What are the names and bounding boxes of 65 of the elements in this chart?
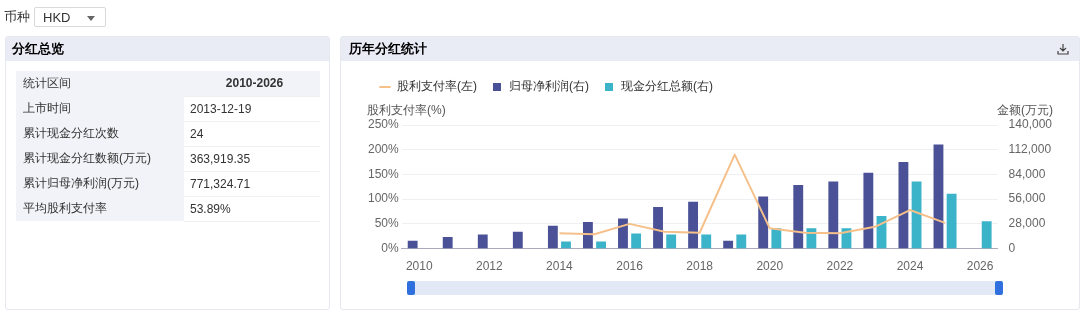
bar (723, 240, 734, 249)
y-tick-label: 100% (367, 191, 400, 206)
y-tick-label: 250% (367, 117, 400, 132)
y2-tick-label: 0 (1008, 240, 1016, 255)
y-tick-label: 200% (367, 142, 400, 157)
y2-tick-label: 84,000 (1008, 166, 1046, 181)
text: 24 (184, 121, 320, 146)
text: 上市时间 (16, 96, 184, 121)
bar (793, 185, 804, 249)
x-tick-label: 2022 (826, 259, 854, 274)
bar (771, 228, 782, 249)
bar (828, 181, 839, 249)
bar (631, 233, 642, 249)
legend-label: 现金分红总额(右) (620, 79, 713, 94)
bar (946, 193, 957, 249)
bar (701, 234, 712, 249)
x-tick-label: 2026 (966, 259, 994, 274)
y2-tick-label: 140,000 (1008, 117, 1053, 132)
bar (981, 221, 992, 249)
x-tick-label: 2014 (546, 259, 574, 274)
bar (582, 222, 593, 249)
y-tick-label: 150% (367, 166, 400, 181)
text: 分红总览 (6, 37, 329, 61)
bar (898, 162, 909, 249)
legend-label: 归母净利润(右) (508, 79, 589, 94)
chart-title: 历年分红统计 (341, 37, 1079, 61)
x-tick-label: 2016 (616, 259, 644, 274)
text: 累计现金分红数额(万元) (16, 146, 184, 171)
x-tick-label: 2012 (475, 259, 503, 274)
bar (666, 234, 677, 249)
bar (688, 201, 699, 249)
text: 2010-2026 (184, 71, 320, 96)
bar (736, 234, 747, 249)
bar (863, 172, 874, 249)
bar (512, 231, 523, 249)
y-tick-label: 50% (374, 216, 400, 231)
text: 2013-12-19 (184, 96, 320, 121)
y2-tick-label: 56,000 (1008, 191, 1046, 206)
y2-tick-label: 28,000 (1008, 216, 1046, 231)
x-tick-label: 2010 (405, 259, 433, 274)
text: 363,919.35 (184, 146, 320, 171)
y-tick-label: 0% (381, 240, 400, 255)
bar (477, 234, 488, 249)
text: 累计归母净利润(万元) (16, 171, 184, 196)
y2-axis-title: 金额(万元) (997, 103, 1053, 118)
x-tick-label: 2018 (686, 259, 714, 274)
y-axis-title: 股利支付率(%) (367, 103, 446, 118)
bar (758, 196, 769, 249)
bar (547, 225, 558, 249)
y2-tick-label: 112,000 (1008, 142, 1052, 157)
text: 平均股利支付率 (16, 196, 184, 221)
x-tick-label: 2024 (896, 259, 924, 274)
legend-label: 股利支付率(左) (397, 79, 477, 94)
bar (618, 218, 628, 249)
bar (806, 228, 817, 249)
x-tick-label: 2020 (756, 259, 784, 274)
text: 771,324.71 (184, 171, 320, 196)
bar (653, 207, 663, 249)
bar (442, 237, 453, 249)
text: 累计现金分红次数 (16, 121, 184, 146)
text: HKD (43, 9, 71, 25)
bar (407, 240, 418, 249)
text: 53.89% (184, 196, 320, 221)
text: 统计区间 (16, 71, 184, 96)
text: 币种 (4, 8, 30, 26)
